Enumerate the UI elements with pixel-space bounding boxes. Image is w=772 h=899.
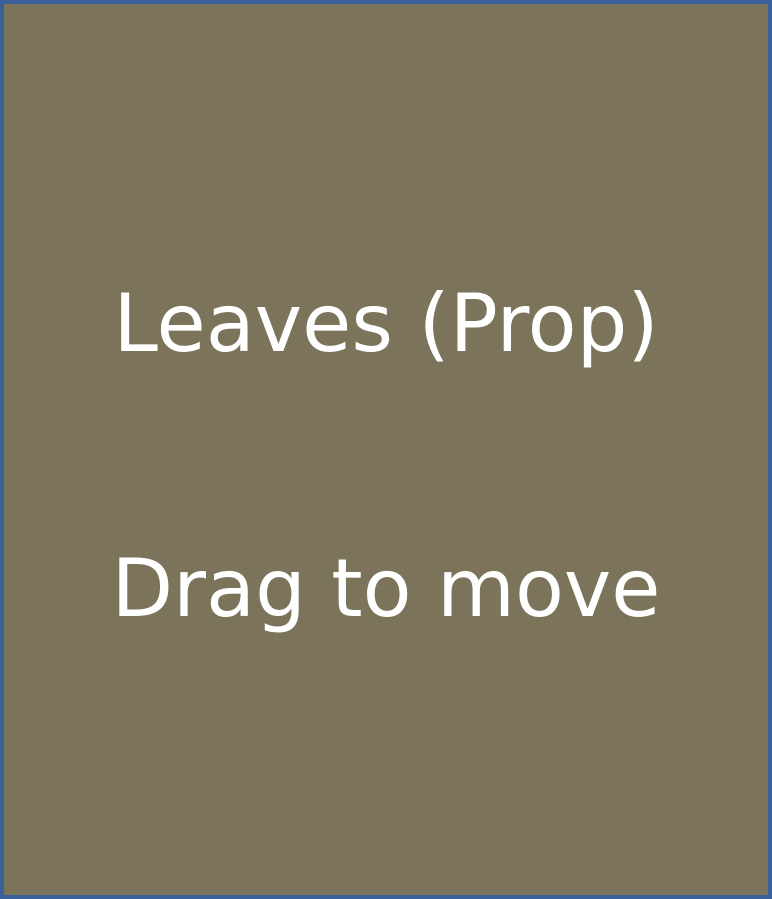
drag-hint: Drag to move xyxy=(111,542,661,635)
prop-title: Leaves (Prop) xyxy=(113,277,659,370)
